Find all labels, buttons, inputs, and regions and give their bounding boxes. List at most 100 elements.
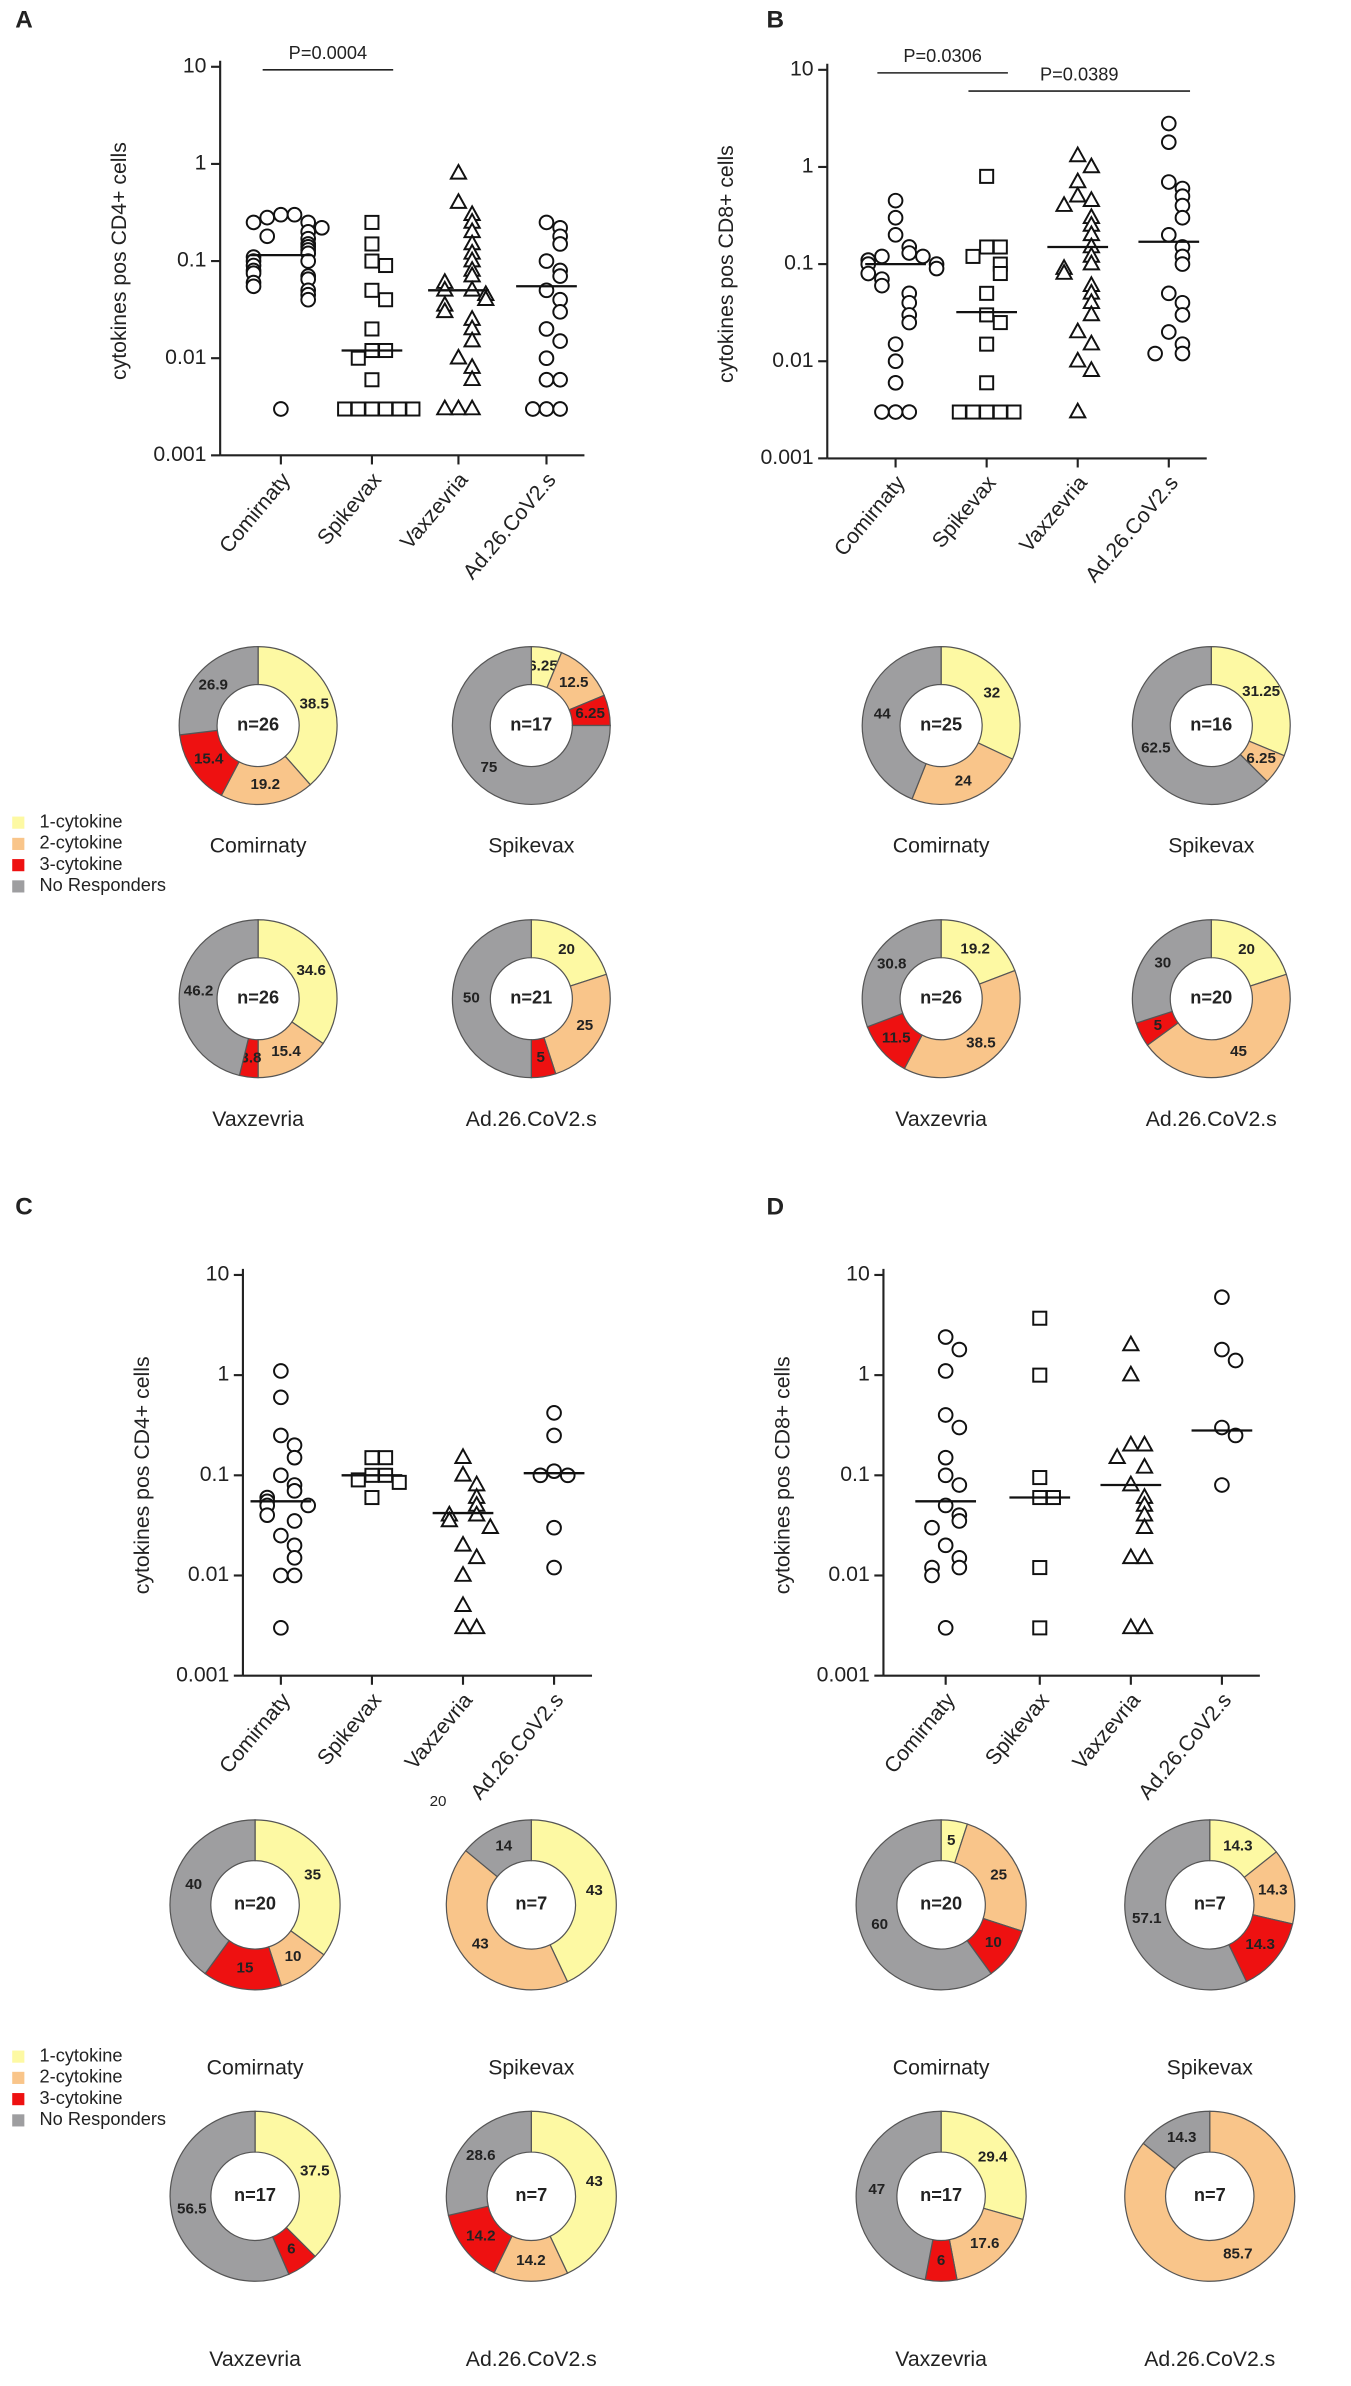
y-axis-label: cytokines pos CD4+ cells: [130, 1356, 154, 1594]
point: [364, 253, 380, 269]
point: [467, 1617, 486, 1635]
point: [245, 214, 262, 231]
point: [979, 239, 995, 255]
donut-segment: [1124, 1819, 1248, 1991]
legend-swatch: [12, 2071, 25, 2084]
point: [453, 1565, 473, 1582]
x-tick-label: Comirnaty: [214, 468, 295, 558]
point: [552, 236, 568, 252]
donut-segment: [1142, 2110, 1211, 2170]
panel-label: A: [15, 7, 33, 34]
point: [391, 1474, 407, 1490]
point: [273, 206, 289, 223]
p-value: P=0.0004: [289, 43, 367, 63]
point: [992, 315, 1008, 331]
legend-label: No Responders: [40, 2109, 166, 2129]
donut-value-label: 6: [937, 2252, 945, 2269]
y-tick-label: 0.001: [760, 445, 813, 469]
donut-center-label: n=21: [510, 988, 552, 1008]
point: [937, 1407, 954, 1423]
point: [937, 1537, 954, 1554]
donut-title: Spikevax: [488, 2055, 575, 2079]
point: [924, 1567, 940, 1584]
donut-value-label: 24: [955, 772, 972, 789]
donut-center-label: n=7: [1194, 2185, 1226, 2205]
point: [1121, 1547, 1141, 1565]
donut-segment: [530, 2110, 617, 2274]
donut-segment: [178, 645, 259, 736]
point: [1121, 1434, 1141, 1452]
donut-value-label: 25: [576, 1017, 593, 1034]
point: [887, 353, 904, 370]
y-tick-label: 1: [217, 1362, 229, 1386]
point: [273, 1427, 289, 1444]
point: [979, 307, 995, 323]
point: [951, 1559, 968, 1576]
point: [391, 401, 407, 417]
donut-value-label: 11.5: [882, 1030, 911, 1047]
donut-value-label: 12.5: [559, 674, 589, 691]
point: [462, 398, 482, 416]
legend-swatch: [12, 859, 25, 872]
point: [1032, 1560, 1048, 1576]
point: [378, 292, 394, 308]
donut-segment: [530, 1819, 617, 1983]
donut-value-label: 20: [1238, 941, 1255, 958]
donut-center-label: n=25: [920, 714, 962, 734]
point: [1160, 134, 1177, 150]
point: [364, 236, 380, 252]
point: [350, 401, 366, 417]
point: [874, 248, 890, 265]
point: [1068, 401, 1087, 419]
point: [286, 1567, 303, 1584]
x-tick-label: Spikevax: [927, 471, 1001, 553]
donut-title: Ad.26.CoV2.s: [1144, 2347, 1275, 2371]
y-tick-label: 0.001: [817, 1662, 870, 1686]
point: [273, 1389, 289, 1406]
donut-value-label: 44: [874, 705, 891, 722]
point: [378, 1450, 394, 1466]
donut-value-label: 14.2: [466, 2228, 496, 2245]
point: [1135, 1457, 1154, 1474]
x-tick-label: Ad.26.CoV2.s: [458, 468, 561, 584]
donut-value-label: 34.6: [296, 962, 326, 979]
donut-title: Ad.26.CoV2.s: [466, 1107, 597, 1131]
point: [1082, 333, 1101, 351]
point: [538, 321, 555, 337]
point: [552, 333, 568, 349]
donut-value-label: 14.3: [1167, 2129, 1197, 2146]
point: [887, 336, 904, 352]
y-tick-label: 0.01: [772, 348, 813, 372]
donut-title: Comirnaty: [210, 834, 307, 858]
panel-label: C: [15, 1194, 33, 1221]
point: [1160, 115, 1177, 132]
donut-segment: [1146, 973, 1291, 1079]
point: [992, 265, 1008, 282]
point: [1121, 1474, 1141, 1492]
point: [273, 1620, 289, 1636]
point: [552, 304, 568, 320]
donut-segment: [169, 1819, 256, 1975]
point: [951, 1513, 968, 1529]
donut-segment: [445, 1849, 569, 1991]
donut-value-label: 32: [983, 684, 1000, 701]
legend-swatch: [12, 837, 25, 850]
donut-title: Vaxzevria: [895, 2347, 987, 2371]
y-tick-label: 0.01: [828, 1562, 869, 1586]
donut-title: Vaxzevria: [209, 2347, 301, 2371]
point: [937, 1620, 954, 1636]
donut-center-label: n=26: [237, 988, 279, 1008]
legend-label: 3-cytokine: [40, 2088, 123, 2108]
point: [1068, 171, 1087, 189]
point: [860, 265, 877, 282]
point: [951, 404, 967, 420]
point: [449, 162, 468, 180]
donut-segment: [178, 919, 259, 1077]
donut-value-label: 26.9: [198, 677, 228, 694]
point: [901, 245, 918, 261]
donut-segment: [954, 1823, 1027, 1932]
point: [259, 228, 276, 245]
point: [286, 1513, 303, 1529]
donut-value-label: 14.3: [1258, 1882, 1287, 1899]
